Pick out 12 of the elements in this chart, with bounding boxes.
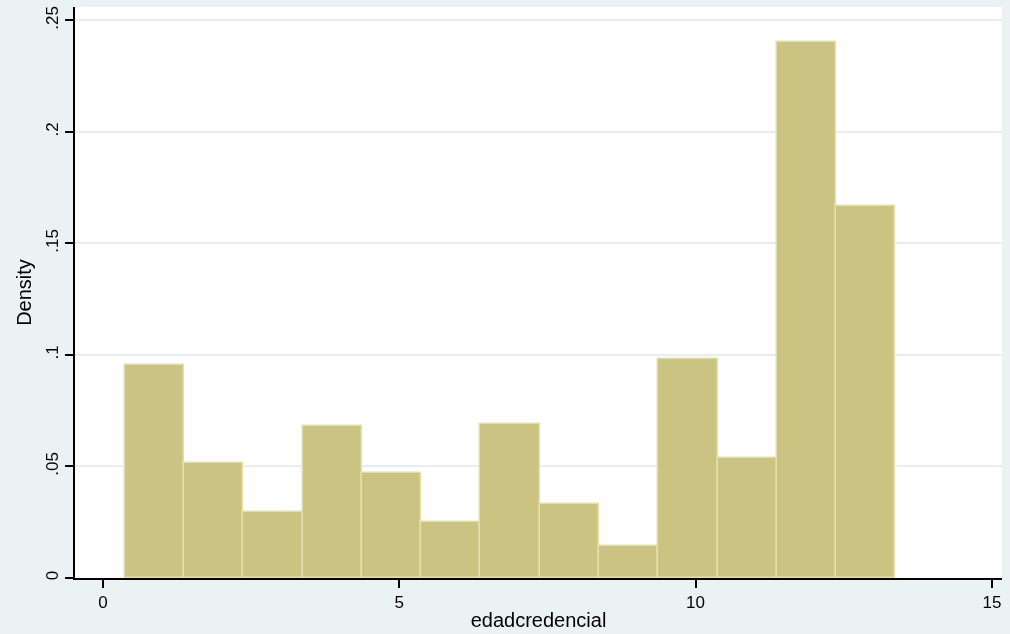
y-tick-label: .15 [43,229,63,253]
x-tick-label: 10 [686,593,706,613]
x-tick-label: 0 [98,593,108,613]
y-tick-label: .2 [43,122,63,137]
x-tick-label: 5 [394,593,404,613]
x-axis-title: edadcredencial [470,609,607,632]
y-tick-label: .25 [43,6,63,30]
x-tick-label: 15 [982,593,1002,613]
y-tick-label: .05 [43,452,63,476]
y-tick-label: 0 [43,570,63,581]
y-tick-label: .1 [43,345,63,360]
y-axis-title: Density [13,259,36,326]
